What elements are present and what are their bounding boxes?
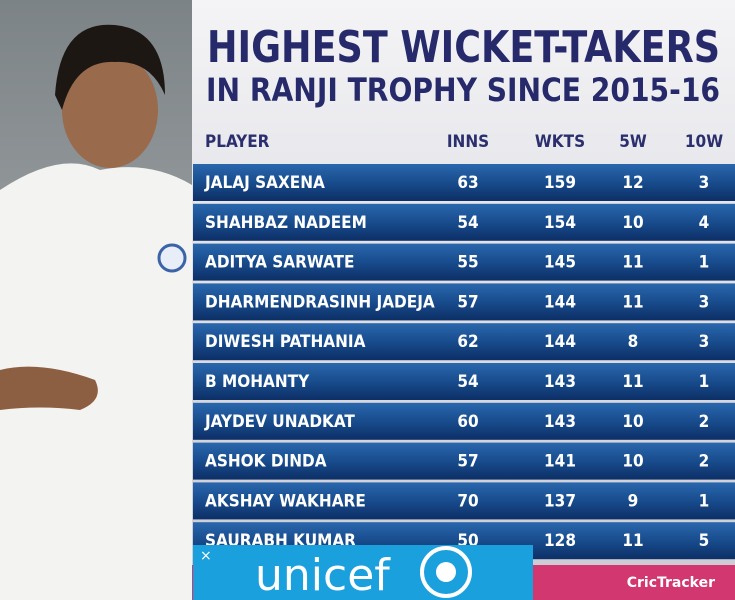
ad-close[interactable]: × xyxy=(200,548,212,564)
stat-cell: 11 xyxy=(622,372,643,392)
stat-cell: 3 xyxy=(699,173,710,193)
player-hand xyxy=(0,366,98,410)
column-header: INNS xyxy=(447,132,489,152)
stat-cell: 143 xyxy=(544,412,576,432)
stat-cell: 1 xyxy=(699,372,710,392)
table-row xyxy=(193,482,735,520)
ad-text[interactable]: unicef xyxy=(255,550,391,600)
stat-cell: 11 xyxy=(622,253,643,273)
table-row xyxy=(193,243,735,281)
stat-cell: 2 xyxy=(699,412,710,432)
stat-cell: 10 xyxy=(622,213,643,233)
stat-cell: 11 xyxy=(622,531,643,551)
table-row xyxy=(193,283,735,321)
stat-cell: 55 xyxy=(457,253,478,273)
table-row xyxy=(193,323,735,361)
player-name: AKSHAY WAKHARE xyxy=(205,491,366,511)
stat-cell: 128 xyxy=(544,531,576,551)
stat-cell: 60 xyxy=(457,412,478,432)
stat-cell: 137 xyxy=(544,491,576,511)
stat-cell: 63 xyxy=(457,173,478,193)
player-name: ASHOK DINDA xyxy=(205,452,327,472)
stat-cell: 54 xyxy=(457,372,478,392)
player-name: JALAJ SAXENA xyxy=(204,173,325,193)
table-row xyxy=(193,442,735,480)
stat-cell: 144 xyxy=(544,332,576,352)
player-name: DIWESH PATHANIA xyxy=(205,332,366,352)
player-name: DHARMENDRASINH JADEJA xyxy=(205,292,435,312)
ad-banner[interactable] xyxy=(193,545,533,600)
stat-cell: 3 xyxy=(699,292,710,312)
stat-cell: 11 xyxy=(622,292,643,312)
stat-cell: 159 xyxy=(544,173,576,193)
stat-cell: 9 xyxy=(628,491,639,511)
ad-logo xyxy=(420,546,472,598)
stat-cell: 145 xyxy=(544,253,576,273)
table-row xyxy=(193,203,735,241)
player-shirt xyxy=(0,163,192,600)
table-row xyxy=(193,402,735,440)
shirt-badge xyxy=(157,243,187,273)
player-hair xyxy=(55,24,165,110)
stat-cell: 12 xyxy=(622,173,643,193)
stat-cell: 3 xyxy=(699,332,710,352)
stat-cell: 10 xyxy=(622,412,643,432)
player-face xyxy=(62,52,158,168)
stat-cell: 10 xyxy=(622,452,643,472)
column-header: PLAYER xyxy=(205,132,270,152)
title-line: HIGHEST WICKET-TAKERS xyxy=(207,22,720,73)
player-name: JAYDEV UNADKAT xyxy=(204,412,355,432)
ad-logo-inner xyxy=(436,562,456,582)
stat-cell: 2 xyxy=(699,452,710,472)
player-name: ADITYA SARWATE xyxy=(205,253,354,273)
stat-cell: 54 xyxy=(457,213,478,233)
stat-cell: 62 xyxy=(457,332,478,352)
footer-logo: CricTracker xyxy=(627,575,715,591)
player-name: B MOHANTY xyxy=(205,372,310,392)
stat-cell: 1 xyxy=(699,253,710,273)
stat-cell: 70 xyxy=(457,491,478,511)
stat-cell: 1 xyxy=(699,491,710,511)
stat-cell: 141 xyxy=(544,452,576,472)
title-line: IN RANJI TROPHY SINCE 2015-16 xyxy=(206,71,720,109)
stat-cell: 57 xyxy=(457,452,478,472)
column-header: WKTS xyxy=(535,132,585,152)
stat-cell: 5 xyxy=(699,531,710,551)
table-row xyxy=(193,363,735,400)
stat-cell: 8 xyxy=(628,332,639,352)
column-header: 10W xyxy=(685,132,723,152)
stat-cell: 143 xyxy=(544,372,576,392)
table-row xyxy=(193,164,735,201)
stat-cell: 4 xyxy=(699,213,710,233)
player-name: SHAHBAZ NADEEM xyxy=(205,213,367,233)
stat-cell: 144 xyxy=(544,292,576,312)
column-header: 5W xyxy=(619,132,647,152)
stat-cell: 154 xyxy=(544,213,576,233)
stat-cell: 57 xyxy=(457,292,478,312)
